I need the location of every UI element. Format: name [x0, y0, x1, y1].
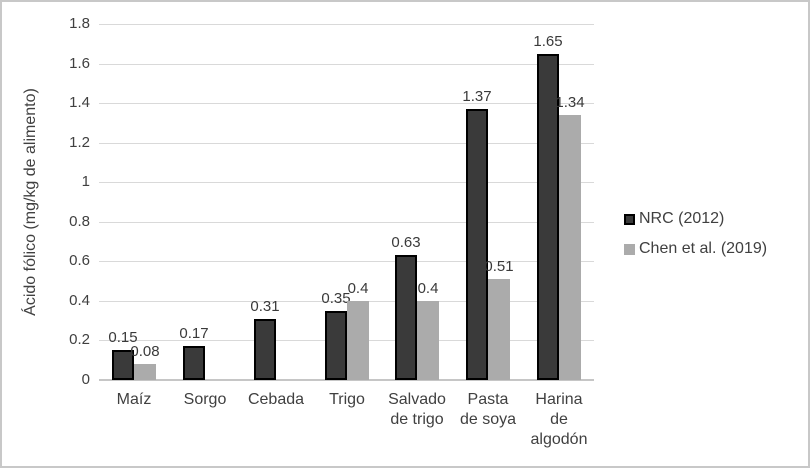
- bar-data-label: 0.51: [484, 258, 514, 275]
- category-label: Trigo: [329, 391, 365, 408]
- category-label: Sorgo: [183, 391, 227, 408]
- bar-nrc: [395, 255, 417, 380]
- bar-data-label: 0.4: [347, 280, 369, 297]
- y-tick-label: 0.8: [69, 213, 90, 230]
- gridline: [99, 261, 594, 262]
- legend-label: Chen et al. (2019): [639, 240, 768, 257]
- legend-label: NRC (2012): [639, 210, 725, 227]
- bar-nrc: [254, 319, 276, 380]
- legend-item: NRC (2012): [624, 210, 767, 228]
- category-label: Pasta de soya: [459, 391, 517, 428]
- y-tick-label: 1.4: [69, 94, 90, 111]
- bar-data-label: 1.34: [555, 94, 585, 111]
- bar-data-label: 0.63: [391, 234, 421, 251]
- bar-chen: [417, 301, 439, 380]
- y-tick-label: 0.6: [69, 252, 90, 269]
- bar-chen: [559, 115, 581, 380]
- legend: NRC (2012) Chen et al. (2019): [624, 210, 767, 270]
- gridline: [99, 301, 594, 302]
- y-tick-label: 1.2: [69, 134, 90, 151]
- gridline: [99, 103, 594, 104]
- category-label: Salvado de trigo: [388, 391, 446, 428]
- bar-data-label: 0.15: [108, 329, 138, 346]
- bar-nrc: [112, 350, 134, 380]
- y-tick-label: 0.2: [69, 331, 90, 348]
- y-tick-label: 1: [81, 173, 90, 190]
- bar-data-label: 1.65: [533, 33, 563, 50]
- bar-nrc: [537, 54, 559, 380]
- legend-swatch-chen: [624, 243, 635, 255]
- x-axis-line: [99, 379, 594, 381]
- y-tick-label: 1.8: [69, 15, 90, 32]
- bar-data-label: 1.37: [462, 88, 492, 105]
- gridline: [99, 182, 594, 183]
- gridline: [99, 143, 594, 144]
- bar-data-label: 0.4: [417, 280, 439, 297]
- gridline: [99, 222, 594, 223]
- bar-data-label: 0.08: [130, 343, 160, 360]
- y-tick-label: 1.6: [69, 55, 90, 72]
- legend-swatch-nrc: [624, 213, 635, 225]
- gridline: [99, 24, 594, 25]
- bar-data-label: 0.35: [321, 290, 351, 307]
- bar-chen: [488, 279, 510, 380]
- y-tick-label: 0: [81, 371, 90, 388]
- bar-data-label: 0.31: [250, 298, 280, 315]
- bar-chen: [134, 364, 156, 380]
- bar-nrc: [183, 346, 205, 380]
- y-tick-label: 0.4: [69, 292, 90, 309]
- bar-nrc: [466, 109, 488, 380]
- y-axis-title: Ácido fólico (mg/kg de alimento): [22, 88, 39, 316]
- legend-item: Chen et al. (2019): [624, 240, 767, 258]
- category-label: Cebada: [247, 391, 305, 408]
- bar-nrc: [325, 311, 347, 380]
- bar-data-label: 0.17: [179, 325, 209, 342]
- gridline: [99, 64, 594, 65]
- category-label: Maíz: [116, 391, 152, 408]
- category-label: Harina de algodón: [530, 391, 588, 448]
- bar-chen: [347, 301, 369, 380]
